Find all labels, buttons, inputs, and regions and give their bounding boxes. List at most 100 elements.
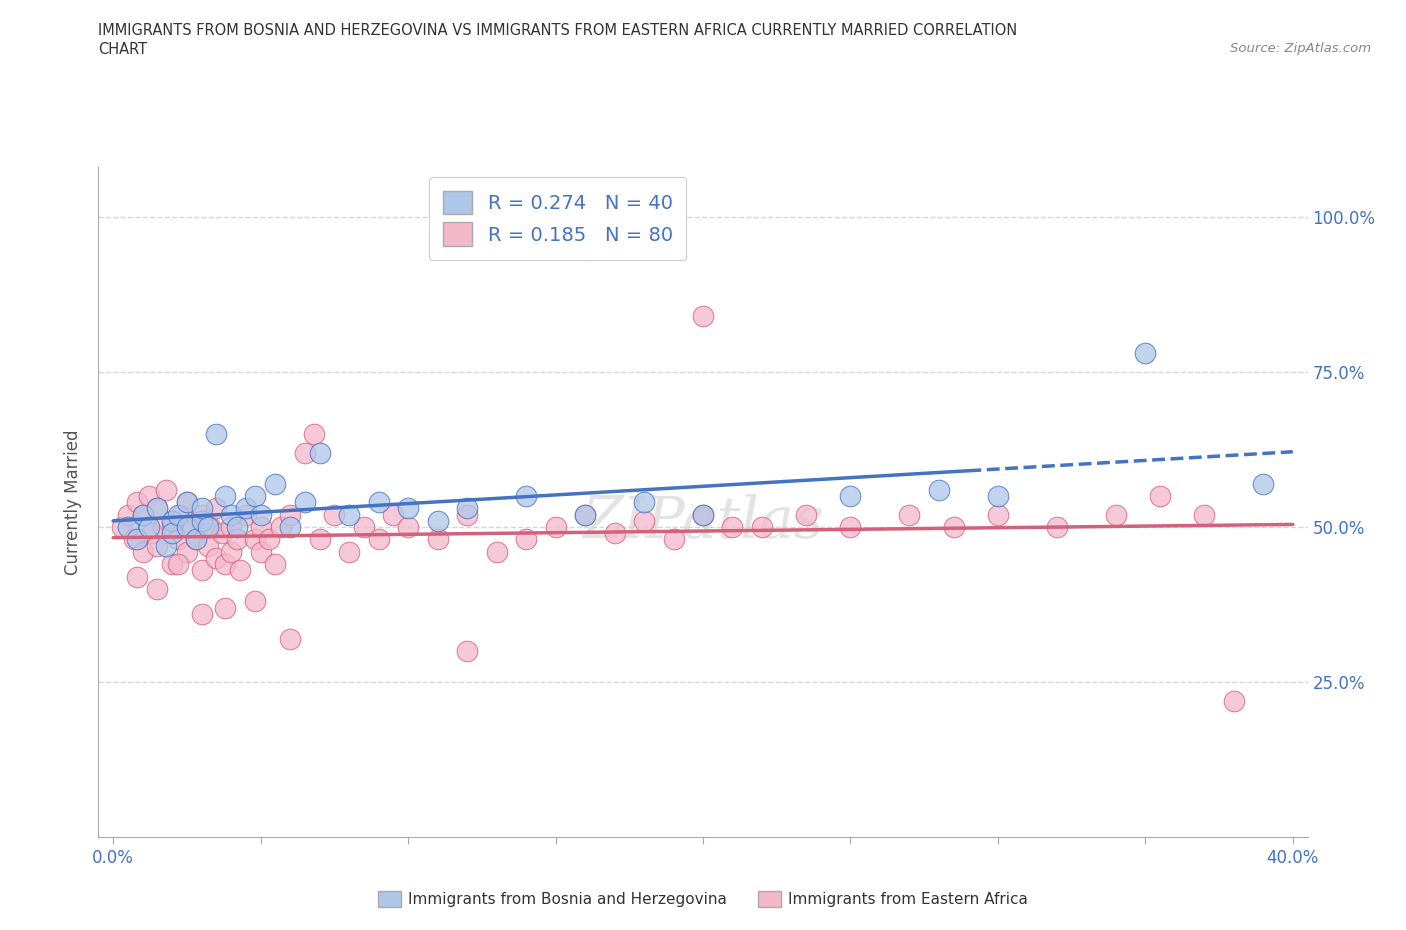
Point	[211, 525, 233, 540]
Point	[197, 520, 219, 535]
Point	[249, 507, 271, 522]
Point	[839, 520, 862, 535]
Point	[294, 495, 316, 510]
Point	[184, 532, 207, 547]
Point	[200, 520, 222, 535]
Point	[167, 507, 190, 522]
Point	[160, 513, 183, 528]
Point	[117, 507, 139, 522]
Point	[249, 520, 271, 535]
Point	[138, 520, 160, 535]
Point	[308, 532, 330, 547]
Point	[190, 501, 212, 516]
Point	[170, 507, 193, 522]
Point	[1046, 520, 1069, 535]
Point	[942, 520, 965, 535]
Point	[214, 488, 236, 503]
Text: CHART: CHART	[98, 42, 148, 57]
Point	[146, 501, 169, 516]
Point	[264, 476, 287, 491]
Point	[367, 532, 389, 547]
Point	[278, 507, 301, 522]
Point	[456, 507, 478, 522]
Point	[205, 501, 228, 516]
Point	[138, 488, 160, 503]
Point	[456, 644, 478, 658]
Point	[1223, 693, 1246, 708]
Point	[662, 532, 685, 547]
Point	[176, 544, 198, 559]
Point	[1194, 507, 1216, 522]
Point	[302, 427, 325, 442]
Point	[184, 532, 207, 547]
Point	[167, 532, 190, 547]
Point	[111, 520, 134, 535]
Point	[323, 507, 346, 522]
Point	[633, 513, 655, 528]
Point	[125, 495, 148, 510]
Point	[794, 507, 817, 522]
Point	[131, 507, 153, 522]
Point	[219, 520, 242, 535]
Point	[146, 581, 169, 596]
Y-axis label: Currently Married: Currently Married	[65, 430, 83, 575]
Point	[214, 557, 236, 572]
Point	[1135, 346, 1157, 361]
Point	[176, 495, 198, 510]
Point	[243, 532, 266, 547]
Point	[141, 525, 163, 540]
Point	[205, 551, 228, 565]
Point	[294, 445, 316, 460]
Point	[751, 520, 773, 535]
Point	[987, 488, 1010, 503]
Point	[190, 513, 212, 528]
Point	[214, 600, 236, 615]
Point	[278, 631, 301, 646]
Point	[205, 427, 228, 442]
Point	[243, 594, 266, 609]
Point	[692, 309, 714, 324]
Point	[603, 525, 626, 540]
Point	[160, 520, 183, 535]
Point	[1149, 488, 1171, 503]
Point	[721, 520, 744, 535]
Point	[515, 488, 537, 503]
Point	[987, 507, 1010, 522]
Point	[367, 495, 389, 510]
Point	[190, 606, 212, 621]
Point	[353, 520, 375, 535]
Point	[219, 544, 242, 559]
Point	[235, 501, 257, 516]
Point	[226, 532, 249, 547]
Point	[308, 445, 330, 460]
Text: ZIPatlas: ZIPatlas	[582, 494, 824, 551]
Point	[574, 507, 596, 522]
Point	[270, 520, 292, 535]
Point	[426, 532, 449, 547]
Point	[167, 557, 190, 572]
Legend: R = 0.274   N = 40, R = 0.185   N = 80: R = 0.274 N = 40, R = 0.185 N = 80	[429, 177, 686, 259]
Point	[229, 563, 252, 578]
Point	[146, 538, 169, 553]
Point	[426, 513, 449, 528]
Point	[235, 507, 257, 522]
Point	[155, 483, 177, 498]
Point	[125, 569, 148, 584]
Point	[337, 544, 360, 559]
Point	[160, 557, 183, 572]
Point	[176, 520, 198, 535]
Point	[249, 544, 271, 559]
Point	[264, 557, 287, 572]
Point	[160, 525, 183, 540]
Point	[1253, 476, 1275, 491]
Point	[181, 520, 204, 535]
Point	[190, 507, 212, 522]
Point	[633, 495, 655, 510]
Point	[692, 507, 714, 522]
Point	[125, 532, 148, 547]
Text: Source: ZipAtlas.com: Source: ZipAtlas.com	[1230, 42, 1371, 55]
Point	[190, 563, 212, 578]
Point	[396, 520, 419, 535]
Point	[839, 488, 862, 503]
Point	[337, 507, 360, 522]
